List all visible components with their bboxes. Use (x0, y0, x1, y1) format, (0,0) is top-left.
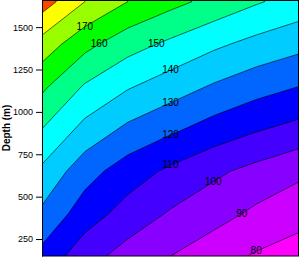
contour-label: 100 (205, 176, 222, 187)
tick-mark (36, 154, 42, 155)
tick-label: 750 (18, 150, 33, 160)
tick-mark (36, 70, 42, 71)
y-axis-title: Depth (m) (1, 105, 12, 152)
contour-label: 130 (162, 97, 179, 108)
tick: 750 (18, 150, 42, 160)
contour-label: 120 (162, 129, 179, 140)
plot-frame (43, 1, 299, 257)
tick-label: 1500 (13, 23, 33, 33)
contour-label: 110 (163, 159, 179, 170)
axis-line (42, 1, 43, 257)
contour-band (42, 0, 299, 256)
contour-label: 150 (148, 38, 165, 49)
tick: 500 (18, 192, 42, 202)
tick: 250 (18, 234, 42, 244)
contour-band (42, 0, 299, 256)
contour-band (42, 0, 192, 94)
plot-area (42, 0, 299, 256)
tick: 1000 (13, 107, 42, 117)
tick-label: 1250 (13, 65, 33, 75)
chart: 80 90 100 110 120 130 140 150 160 170 250 500 750 100… (0, 0, 300, 257)
contour-label: 90 (236, 208, 248, 219)
tick-mark (36, 239, 42, 240)
tick-label: 500 (18, 192, 33, 202)
tick-mark (36, 27, 42, 28)
contour-band (42, 0, 56, 13)
contour-label: 160 (91, 38, 108, 49)
tick-label: 250 (18, 234, 33, 244)
tick-label: 1000 (13, 107, 33, 117)
contour-band (42, 0, 299, 244)
y-axis: 250 500 750 1000 1250 1500 (13, 1, 43, 257)
contour-band (42, 0, 299, 256)
contour-band (42, 0, 299, 256)
contour-band (42, 0, 265, 129)
tick-mark (36, 197, 42, 198)
tick: 1250 (13, 65, 42, 75)
contour-labels: 80 90 100 110 120 130 140 150 160 170 (76, 21, 262, 257)
contour-band (42, 0, 299, 164)
contour-label: 140 (162, 64, 179, 75)
contour-band (42, 0, 299, 205)
contour-label: 170 (76, 21, 93, 32)
contour-label: 80 (251, 245, 263, 256)
tick-mark (36, 112, 42, 113)
contour-band (42, 0, 128, 62)
tick: 1500 (13, 23, 42, 33)
